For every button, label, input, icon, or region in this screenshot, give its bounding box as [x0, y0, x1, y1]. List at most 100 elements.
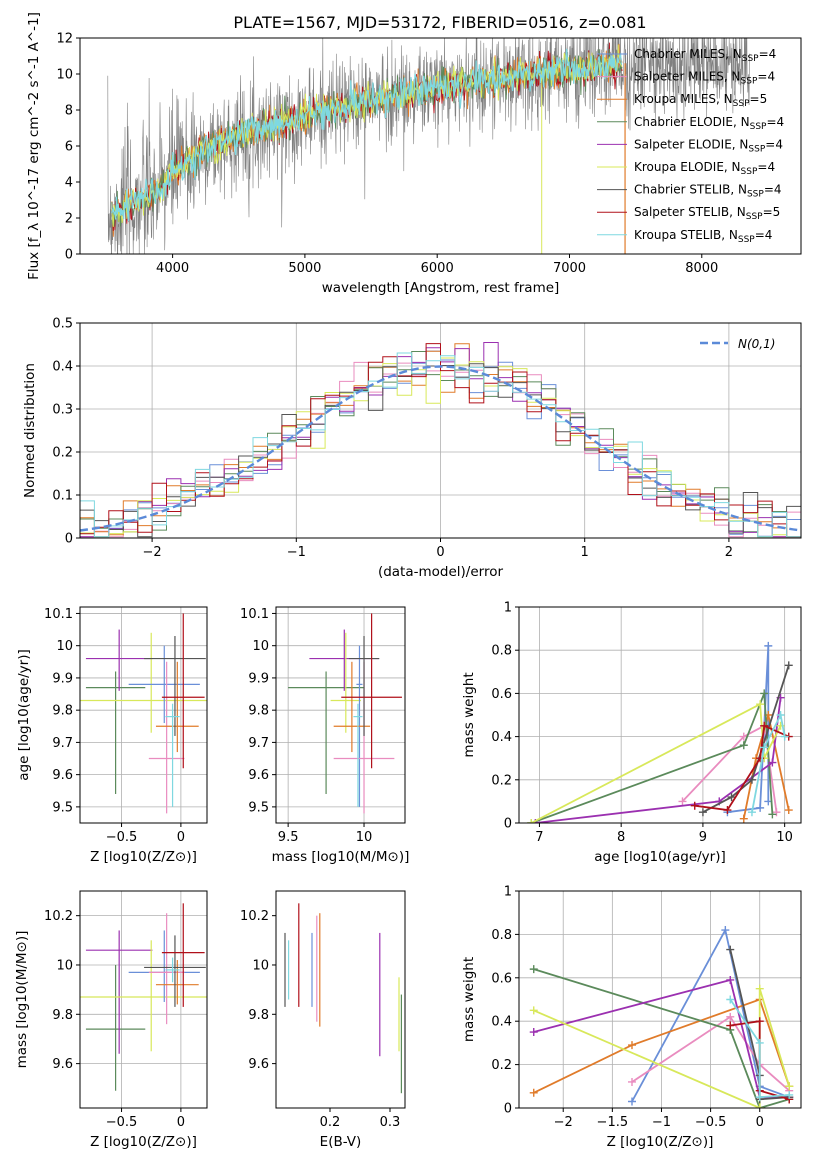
weight-marker-weight_vs_Z-krou_elodie-0 — [529, 1006, 538, 1015]
weight-marker-weight_vs_age-krou_stelib-1 — [760, 743, 769, 752]
weight-marker-weight_vs_Z-salp_elodie-1 — [726, 975, 735, 984]
axes-spectrum: 4000 5000 6000 7000 8000 0 2 4 6 8 10 12 wavelength … — [26, 12, 802, 296]
weight-marker-weight_vs_age-krou_miles-3 — [784, 806, 793, 815]
ylabel-age_vs_Z: age [log10(age/yr)] — [16, 649, 32, 781]
ytick-label-mass_vs_ebv-0: 9.6 — [248, 1057, 269, 1072]
weight-marker-weight_vs_age-chab_stelib-1 — [727, 793, 736, 802]
weight-marker-weight_vs_Z-chab_stelib-0 — [726, 945, 735, 954]
weight-marker-weight_vs_age-salp_stelib-1 — [723, 806, 732, 815]
weight-marker-weight_vs_Z-chab_miles-0 — [627, 1097, 636, 1106]
plot-area-age_vs_mass — [288, 613, 402, 814]
ytick-label-weight_vs_Z-3: 0.6 — [491, 971, 512, 986]
xtick-label-spectrum-1: 5000 — [288, 261, 321, 276]
weight-marker-weight_vs_age-chab_miles-2 — [764, 641, 773, 650]
ytick-label-spectrum-0: 0 — [65, 248, 73, 263]
ytick-label-weight_vs_age-1: 0.2 — [491, 773, 512, 788]
xtick-label-mass_vs_Z-1: 0 — [177, 1115, 185, 1130]
grid-age_vs_mass — [276, 607, 405, 823]
weight-marker-weight_vs_age-salp_miles-0 — [678, 797, 687, 806]
xtick-label-weight_vs_age-2: 9 — [699, 830, 707, 845]
ylabel-residuals: Normed distribution — [22, 363, 38, 498]
ytick-label-weight_vs_Z-2: 0.4 — [491, 1015, 512, 1030]
ytick-label-mass_vs_ebv-2: 10 — [252, 958, 269, 973]
plot-area-mass_vs_Z — [80, 903, 207, 1091]
ytick-label-age_vs_Z-5: 10 — [56, 639, 73, 654]
hist-legend: N(0,1) — [700, 337, 775, 351]
xtick-label-weight_vs_age-0: 7 — [535, 830, 543, 845]
xtick-label-weight_vs_age-1: 8 — [617, 830, 625, 845]
weight-marker-weight_vs_age-chab_miles-1 — [756, 803, 765, 812]
xtick-label-weight_vs_age-3: 10 — [776, 830, 793, 845]
ytick-label-mass_vs_Z-0: 9.6 — [52, 1057, 73, 1072]
weight-marker-weight_vs_age-chab_elodie-1 — [739, 741, 748, 750]
ytick-label-age_vs_mass-2: 9.7 — [248, 736, 269, 751]
hist-steps-krou_stelib — [80, 352, 801, 538]
legend-label-salp_elodie: Salpeter ELODIE, NSSP=4 — [634, 137, 783, 154]
weight-marker-weight_vs_Z-salp_miles-1 — [726, 1012, 735, 1021]
spectrum-model-line-krou_stelib — [111, 48, 623, 222]
ytick-label-mass_vs_Z-3: 10.2 — [44, 909, 73, 924]
weight-line-weight_vs_age-chab_elodie — [530, 693, 774, 823]
weight-marker-weight_vs_Z-chab_elodie-0 — [529, 965, 538, 974]
plot-area-mass_vs_ebv — [284, 903, 402, 1094]
legend-label-krou_elodie: Kroupa ELODIE, NSSP=4 — [634, 160, 775, 177]
ytick-label-age_vs_mass-1: 9.6 — [248, 768, 269, 783]
ytick-label-residuals-4: 0.4 — [52, 360, 73, 375]
grid-weight_vs_age — [519, 606, 801, 824]
weight-marker-weight_vs_age-salp_elodie-2 — [768, 758, 777, 767]
axes-mass_vs_Z: −0.5 0 9.6 9.8 10 10.2 Z [log10(Z/Z⊙)] mass [lo… — [14, 890, 208, 1150]
axes-mass_vs_ebv: 0.2 0.3 9.6 9.8 10 10.2 E(B-V) — [240, 890, 406, 1150]
xtick-label-weight_vs_Z-1: −1.5 — [597, 1115, 629, 1130]
ytick-label-weight_vs_age-2: 0.4 — [491, 730, 512, 745]
plot-area-weight_vs_Z — [529, 926, 794, 1108]
panels: 4000 5000 6000 7000 8000024681012wavelength … — [14, 12, 802, 1150]
grid-mass_vs_Z — [80, 891, 207, 1108]
weight-marker-weight_vs_Z-krou_stelib-3 — [785, 1090, 794, 1099]
spectrum-legend: Chabrier MILES, NSSP=4 Salpeter MILES, NS… — [597, 47, 784, 245]
weight-line-weight_vs_age-krou_elodie — [530, 702, 782, 823]
xlabel-age_vs_mass: mass [log10(M/M⊙)] — [272, 849, 410, 865]
axes-frame-age_vs_Z — [79, 606, 208, 824]
panel-weight_vs_Z: −2 −1.5 −1 −0.5 0 0 0.2 0.4 0.6 0.8 1 Z [log10(Z/Z⊙… — [461, 885, 802, 1150]
weight-marker-weight_vs_age-chab_stelib-3 — [784, 661, 793, 670]
xtick-label-residuals-1: −1 — [287, 545, 306, 560]
weight-marker-weight_vs_Z-salp_elodie-0 — [529, 1028, 538, 1037]
xtick-label-mass_vs_ebv-1: 0.3 — [380, 1115, 401, 1130]
ytick-label-age_vs_Z-4: 9.9 — [52, 671, 73, 686]
weight-line-weight_vs_age-krou_stelib — [751, 712, 786, 813]
ytick-label-spectrum-5: 10 — [56, 68, 73, 83]
weight-marker-weight_vs_age-salp_miles-3 — [772, 808, 781, 817]
axes-age_vs_mass: 9.5 10 9.5 9.6 9.7 9.8 9.9 10 10.1 mass [log10(M/… — [240, 606, 410, 865]
weight-marker-weight_vs_age-krou_elodie-0 — [527, 819, 536, 823]
weight-marker-weight_vs_age-krou_miles-0 — [739, 814, 748, 823]
legend-label-chab_elodie: Chabrier ELODIE, NSSP=4 — [634, 115, 784, 132]
ytick-label-mass_vs_Z-2: 10 — [56, 958, 73, 973]
ytick-label-mass_vs_ebv-3: 10.2 — [240, 909, 269, 924]
plot-area-residuals — [80, 342, 801, 538]
ytick-label-residuals-0: 0 — [65, 532, 73, 547]
weight-marker-weight_vs_age-krou_stelib-2 — [776, 711, 785, 719]
weight-marker-weight_vs_Z-krou_stelib-1 — [755, 1038, 764, 1047]
weight-marker-weight_vs_Z-krou_elodie-1 — [755, 1104, 764, 1108]
ytick-label-age_vs_mass-4: 9.9 — [248, 671, 269, 686]
xtick-label-residuals-4: 2 — [725, 545, 733, 560]
weight-marker-weight_vs_Z-krou_miles-1 — [627, 1041, 636, 1050]
weight-marker-weight_vs_Z-salp_stelib-1 — [755, 1017, 764, 1026]
axes-frame-mass_vs_Z — [79, 890, 208, 1109]
axes-frame-weight_vs_Z — [518, 890, 802, 1109]
xlabel-spectrum: wavelength [Angstrom, rest frame] — [322, 280, 560, 296]
weight-line-weight_vs_Z-krou_miles — [533, 998, 791, 1094]
weight-marker-weight_vs_Z-salp_miles-0 — [627, 1077, 636, 1086]
xtick-label-residuals-3: 1 — [581, 545, 589, 560]
ytick-label-weight_vs_age-0: 0 — [504, 817, 512, 832]
normal-curve — [80, 365, 801, 532]
xtick-label-mass_vs_ebv-0: 0.2 — [320, 1115, 341, 1130]
weight-marker-weight_vs_age-chab_stelib-2 — [747, 775, 756, 784]
ytick-label-mass_vs_Z-1: 9.8 — [52, 1008, 73, 1023]
xlabel-mass_vs_Z: Z [log10(Z/Z⊙)] — [90, 1134, 197, 1150]
weight-marker-weight_vs_age-krou_stelib-0 — [747, 808, 756, 817]
weight-line-weight_vs_age-salp_elodie — [535, 697, 782, 823]
ytick-label-weight_vs_age-4: 0.8 — [491, 644, 512, 659]
legend-label-chab_miles: Chabrier MILES, NSSP=4 — [634, 47, 776, 64]
